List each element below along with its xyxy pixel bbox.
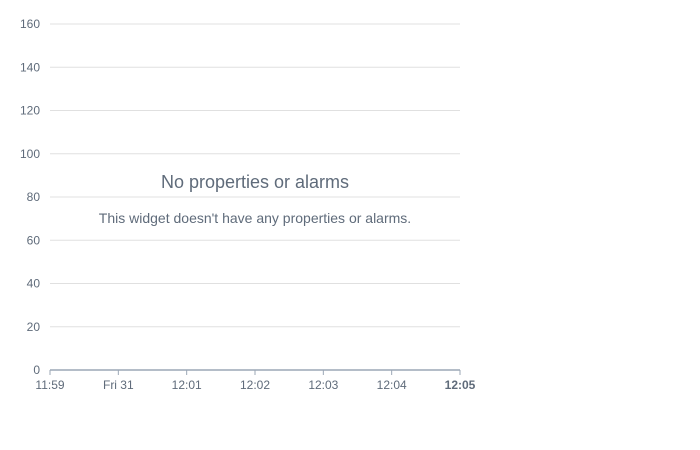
x-tick-label: Fri 31: [103, 378, 134, 392]
y-tick-label: 120: [20, 104, 40, 118]
y-tick-label: 160: [20, 17, 40, 31]
x-tick-label: 12:03: [308, 378, 338, 392]
x-tick-label: 12:04: [377, 378, 407, 392]
empty-state-description: This widget doesn't have any properties …: [98, 210, 412, 226]
y-tick-label: 20: [27, 320, 41, 334]
y-tick-label: 140: [20, 60, 40, 74]
y-tick-label: 40: [27, 277, 41, 291]
x-tick-label: 12:05: [445, 378, 476, 392]
x-tick-label: 12:02: [240, 378, 270, 392]
y-tick-label: 80: [27, 190, 41, 204]
y-tick-label: 0: [33, 363, 40, 377]
y-tick-label: 60: [27, 233, 41, 247]
x-tick-label: 12:01: [172, 378, 202, 392]
x-tick-label: 11:59: [35, 378, 64, 392]
empty-state-title: No properties or alarms: [160, 172, 350, 192]
y-tick-label: 100: [20, 147, 40, 161]
